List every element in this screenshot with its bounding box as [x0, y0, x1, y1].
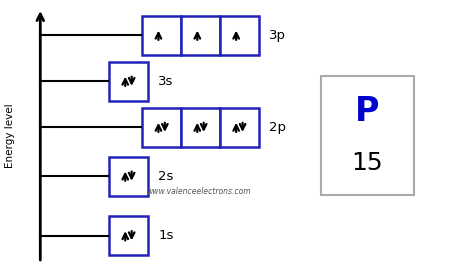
Text: 3p: 3p [269, 29, 286, 42]
Bar [142, 15, 181, 55]
Text: 3s: 3s [158, 75, 173, 88]
Text: 2p: 2p [269, 121, 286, 134]
Bar [181, 15, 220, 55]
Text: 1s: 1s [158, 229, 173, 242]
Bar [142, 108, 181, 147]
Bar [321, 76, 413, 195]
Bar [109, 216, 148, 255]
Text: Energy level: Energy level [5, 103, 16, 168]
Bar [220, 15, 259, 55]
Text: 2s: 2s [158, 170, 173, 183]
Bar [109, 157, 148, 196]
Text: P: P [355, 95, 380, 128]
Bar [220, 108, 259, 147]
Text: www.valenceelectrons.com: www.valenceelectrons.com [147, 186, 251, 196]
Bar [109, 62, 148, 101]
Bar [181, 108, 220, 147]
Text: 15: 15 [352, 151, 383, 175]
